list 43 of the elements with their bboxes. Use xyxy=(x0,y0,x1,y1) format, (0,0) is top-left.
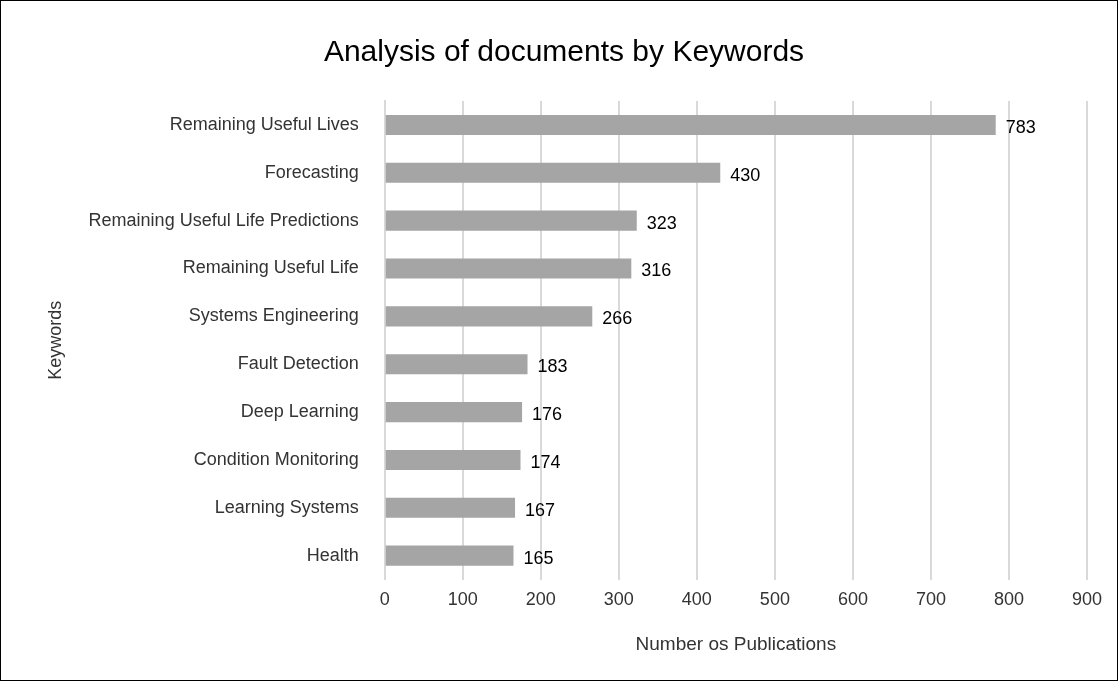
x-tick-label: 800 xyxy=(993,589,1024,610)
data-label: 167 xyxy=(525,499,556,520)
x-tick-label: 0 xyxy=(379,589,390,610)
data-label: 176 xyxy=(532,404,563,425)
bar xyxy=(385,354,528,375)
y-tick-label: Remaining Useful Lives xyxy=(169,113,359,134)
data-label: 266 xyxy=(602,308,633,329)
bar xyxy=(385,402,523,423)
y-tick-label: Learning Systems xyxy=(214,496,359,517)
data-label: 323 xyxy=(646,212,677,233)
y-tick-label: Deep Learning xyxy=(240,401,359,422)
data-label: 183 xyxy=(537,356,568,377)
x-tick-label: 100 xyxy=(447,589,478,610)
data-label: 430 xyxy=(730,164,761,185)
bar xyxy=(385,162,721,183)
y-tick-label: Condition Monitoring xyxy=(193,448,359,469)
chart-title: Analysis of documents by Keywords xyxy=(323,34,805,68)
x-tick-label: 500 xyxy=(759,589,790,610)
y-tick-label: Forecasting xyxy=(264,161,359,182)
y-tick-label: Systems Engineering xyxy=(188,305,359,326)
x-tick-label: 700 xyxy=(915,589,946,610)
data-label: 783 xyxy=(1005,116,1036,137)
y-tick-label: Fault Detection xyxy=(237,353,359,374)
x-axis-title: Number os Publications xyxy=(635,632,837,654)
y-axis-title: Keywords xyxy=(44,300,65,380)
bar xyxy=(385,545,514,566)
bar xyxy=(385,114,996,135)
bar xyxy=(385,258,632,279)
x-tick-label: 600 xyxy=(837,589,868,610)
data-label: 165 xyxy=(523,547,554,568)
bar xyxy=(385,449,521,470)
x-tick-label: 300 xyxy=(603,589,634,610)
y-tick-label: Remaining Useful Life xyxy=(182,257,359,278)
y-tick-label: Health xyxy=(306,544,359,565)
data-label: 174 xyxy=(530,451,561,472)
bar xyxy=(385,497,516,518)
bar xyxy=(385,210,637,231)
y-tick-label: Remaining Useful Life Predictions xyxy=(88,209,359,230)
x-tick-label: 400 xyxy=(681,589,712,610)
data-label: 316 xyxy=(641,260,672,281)
x-tick-label: 900 xyxy=(1071,589,1103,610)
x-tick-label: 200 xyxy=(525,589,556,610)
bar xyxy=(385,306,593,327)
